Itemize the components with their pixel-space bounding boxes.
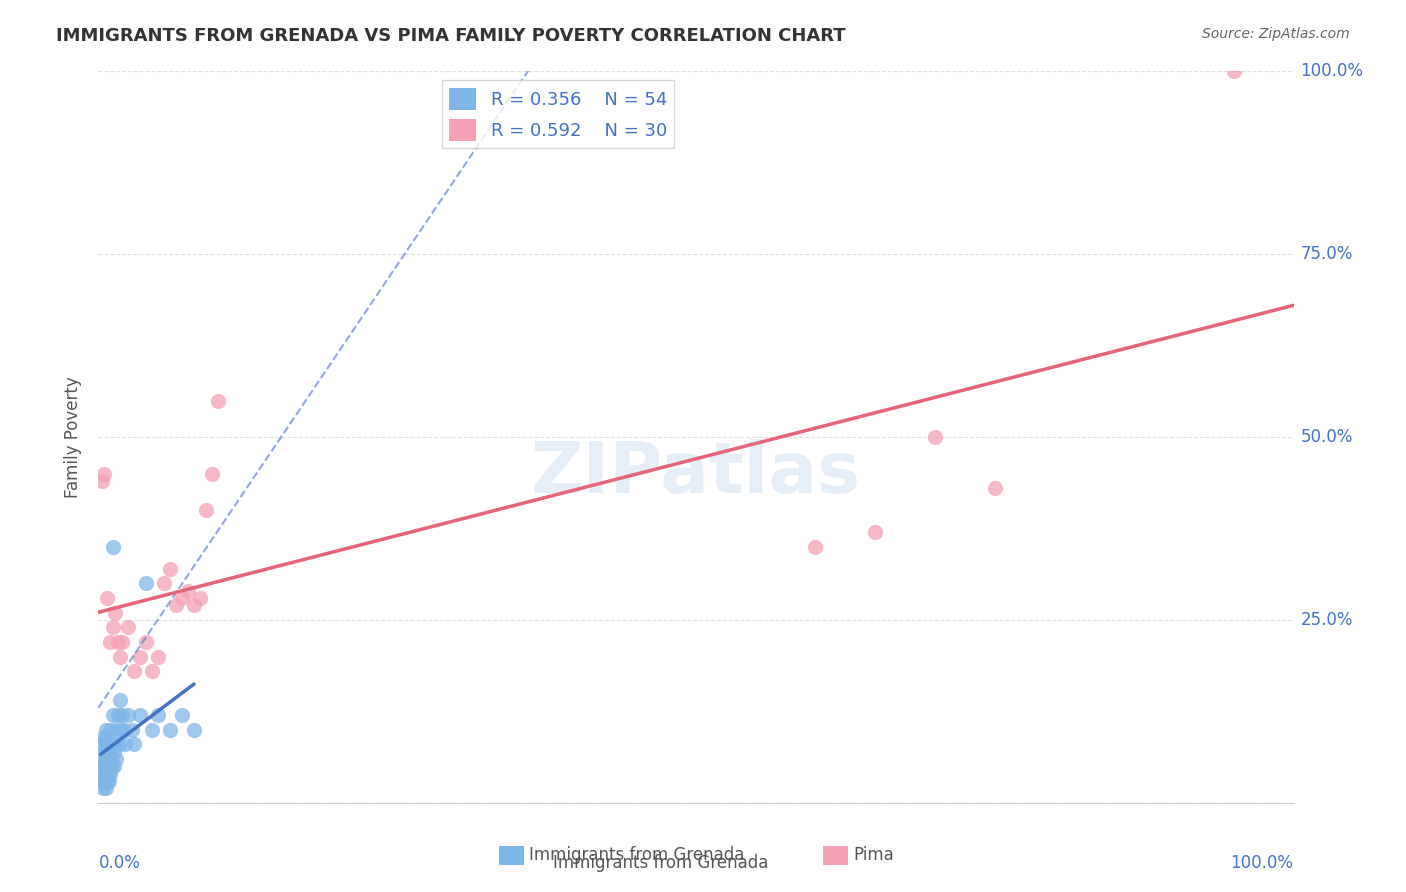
- Point: [148, 708, 170, 723]
- Point: [114, 737, 136, 751]
- Point: [135, 576, 157, 591]
- Text: 75.0%: 75.0%: [1301, 245, 1353, 263]
- Point: [124, 664, 146, 678]
- Text: 100.0%: 100.0%: [1230, 854, 1294, 872]
- Text: Immigrants from Grenada: Immigrants from Grenada: [529, 847, 744, 864]
- Point: [98, 759, 121, 773]
- Point: [148, 649, 170, 664]
- Point: [201, 467, 224, 481]
- Point: [129, 649, 152, 664]
- Point: [865, 525, 887, 540]
- Point: [107, 737, 129, 751]
- Point: [91, 752, 114, 766]
- Point: [96, 730, 118, 744]
- Text: IMMIGRANTS FROM GRENADA VS PIMA FAMILY POVERTY CORRELATION CHART: IMMIGRANTS FROM GRENADA VS PIMA FAMILY P…: [56, 27, 846, 45]
- Text: ZIPatlas: ZIPatlas: [531, 439, 860, 508]
- Point: [93, 467, 115, 481]
- Point: [96, 759, 118, 773]
- Legend: R = 0.356    N = 54, R = 0.592    N = 30: R = 0.356 N = 54, R = 0.592 N = 30: [441, 80, 675, 148]
- Point: [98, 635, 122, 649]
- Text: Source: ZipAtlas.com: Source: ZipAtlas.com: [1202, 27, 1350, 41]
- Point: [111, 635, 134, 649]
- Point: [107, 708, 129, 723]
- Point: [94, 781, 117, 796]
- Point: [97, 737, 120, 751]
- Point: [165, 599, 187, 613]
- Point: [159, 562, 181, 576]
- Point: [93, 759, 115, 773]
- Text: 0.0%: 0.0%: [98, 854, 141, 872]
- Point: [153, 576, 176, 591]
- Point: [96, 773, 118, 788]
- Point: [94, 752, 117, 766]
- Point: [98, 723, 122, 737]
- Point: [135, 635, 157, 649]
- Point: [94, 737, 117, 751]
- Point: [924, 430, 946, 444]
- Point: [91, 737, 114, 751]
- Point: [129, 708, 152, 723]
- Point: [103, 745, 125, 759]
- Point: [94, 723, 117, 737]
- Text: 25.0%: 25.0%: [1301, 611, 1353, 629]
- Point: [108, 649, 131, 664]
- Point: [110, 723, 132, 737]
- Point: [100, 759, 122, 773]
- Point: [101, 540, 124, 554]
- Point: [107, 635, 129, 649]
- Point: [112, 723, 135, 737]
- Point: [804, 540, 827, 554]
- Point: [97, 766, 120, 780]
- Point: [94, 766, 117, 780]
- Text: 100.0%: 100.0%: [1301, 62, 1364, 80]
- Point: [91, 474, 114, 488]
- Y-axis label: Family Poverty: Family Poverty: [65, 376, 83, 498]
- Point: [188, 591, 211, 605]
- Point: [104, 606, 127, 620]
- Point: [91, 781, 114, 796]
- Point: [108, 693, 131, 707]
- Point: [98, 745, 121, 759]
- Point: [101, 620, 124, 634]
- Point: [98, 773, 121, 788]
- Text: Pima: Pima: [853, 847, 894, 864]
- Point: [1223, 64, 1246, 78]
- Point: [172, 591, 194, 605]
- Text: Immigrants from Grenada: Immigrants from Grenada: [553, 854, 768, 872]
- Point: [105, 752, 128, 766]
- Point: [105, 723, 128, 737]
- Point: [103, 759, 125, 773]
- Point: [111, 708, 134, 723]
- Point: [183, 723, 205, 737]
- Point: [141, 664, 163, 678]
- Point: [91, 766, 114, 780]
- Point: [177, 583, 200, 598]
- Point: [93, 745, 115, 759]
- Point: [172, 708, 194, 723]
- Point: [96, 591, 118, 605]
- Point: [183, 599, 205, 613]
- Point: [98, 766, 122, 780]
- Point: [101, 708, 124, 723]
- Point: [93, 730, 115, 744]
- Point: [91, 773, 114, 788]
- Point: [159, 723, 181, 737]
- Point: [97, 752, 120, 766]
- Point: [117, 708, 139, 723]
- Point: [195, 503, 218, 517]
- Point: [100, 737, 122, 751]
- Text: 50.0%: 50.0%: [1301, 428, 1353, 446]
- Point: [141, 723, 163, 737]
- Point: [984, 481, 1007, 495]
- Point: [207, 393, 229, 408]
- Point: [93, 773, 115, 788]
- Point: [90, 759, 112, 773]
- Point: [124, 737, 146, 751]
- Point: [117, 620, 139, 634]
- Point: [104, 737, 127, 751]
- Point: [98, 752, 122, 766]
- Point: [96, 745, 118, 759]
- Point: [121, 723, 143, 737]
